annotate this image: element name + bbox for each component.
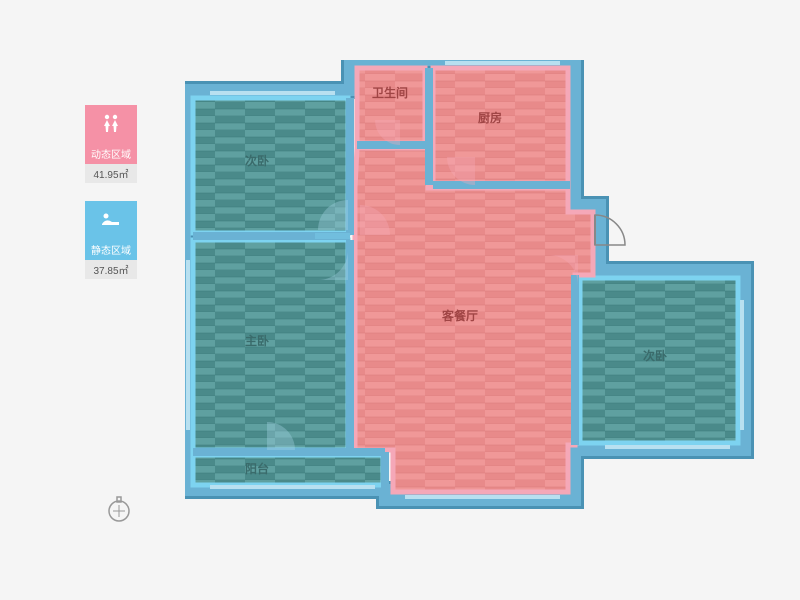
label-kitchen: 厨房 [478,110,502,125]
legend-dynamic-label: 动态区域 [85,143,137,164]
label-bedroom2b: 次卧 [643,348,667,363]
legend-panel: 动态区域 41.95㎡ 静态区域 37.85㎡ [85,105,145,297]
compass-icon [105,495,133,523]
label-living: 客餐厅 [441,308,478,323]
floorplan: 次卧 主卧 阳台 卫生间 厨房 客餐厅 次卧 [185,60,755,560]
rest-icon [85,201,137,239]
legend-static: 静态区域 37.85㎡ [85,201,145,279]
legend-static-label: 静态区域 [85,239,137,260]
people-icon [85,105,137,143]
legend-dynamic-value: 41.95㎡ [85,164,137,183]
label-bedroom1: 主卧 [245,333,269,348]
label-bedroom2a: 次卧 [245,153,269,168]
legend-static-value: 37.85㎡ [85,260,137,279]
label-balcony: 阳台 [245,461,269,476]
label-bathroom: 卫生间 [372,85,408,100]
legend-dynamic: 动态区域 41.95㎡ [85,105,145,183]
